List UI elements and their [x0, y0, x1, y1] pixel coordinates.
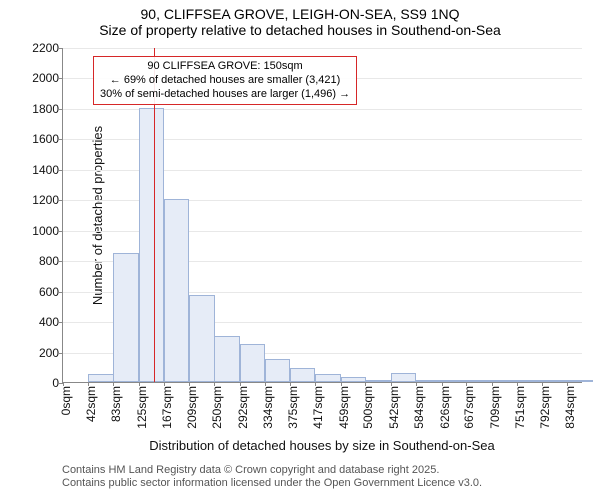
- xtick-label: 167sqm: [160, 386, 174, 429]
- xtick-label: 42sqm: [84, 386, 98, 422]
- attribution-footer: Contains HM Land Registry data © Crown c…: [62, 464, 482, 490]
- histogram-bar: [113, 253, 138, 382]
- histogram-bar: [315, 374, 340, 382]
- histogram-bar: [265, 359, 290, 382]
- x-axis-label: Distribution of detached houses by size …: [62, 438, 582, 453]
- footer-line: Contains HM Land Registry data © Crown c…: [62, 464, 482, 477]
- ytick-label: 200: [39, 346, 63, 360]
- histogram-bar: [214, 336, 239, 382]
- xtick-label: 834sqm: [563, 386, 577, 429]
- histogram-bar: [492, 380, 517, 382]
- ytick-label: 600: [39, 285, 63, 299]
- histogram-bar: [567, 380, 592, 382]
- xtick-label: 250sqm: [210, 386, 224, 429]
- xtick-label: 500sqm: [361, 386, 375, 429]
- footer-line: Contains public sector information licen…: [62, 477, 482, 490]
- xtick-label: 626sqm: [438, 386, 452, 429]
- histogram-bar: [416, 380, 441, 382]
- xtick-label: 667sqm: [462, 386, 476, 429]
- xtick-label: 709sqm: [488, 386, 502, 429]
- histogram-bar: [542, 380, 567, 382]
- xtick-label: 125sqm: [135, 386, 149, 429]
- histogram-bar: [139, 108, 164, 382]
- ytick-label: 1200: [32, 193, 63, 207]
- ytick-label: 1600: [32, 132, 63, 146]
- annotation-line: 90 CLIFFSEA GROVE: 150sqm: [100, 60, 350, 74]
- histogram-bar: [189, 295, 214, 382]
- xtick-label: 375sqm: [286, 386, 300, 429]
- histogram-bar: [391, 373, 416, 382]
- annotation-line: ← 69% of detached houses are smaller (3,…: [100, 74, 350, 88]
- histogram-bar: [341, 377, 366, 382]
- ytick-label: 2200: [32, 41, 63, 55]
- ytick-label: 800: [39, 254, 63, 268]
- ytick-label: 1000: [32, 224, 63, 238]
- xtick-label: 751sqm: [513, 386, 527, 429]
- xtick-label: 334sqm: [261, 386, 275, 429]
- xtick-label: 209sqm: [185, 386, 199, 429]
- plot-area: 0200400600800100012001400160018002000220…: [62, 48, 582, 383]
- histogram-bar: [442, 380, 467, 382]
- chart-title: 90, CLIFFSEA GROVE, LEIGH-ON-SEA, SS9 1N…: [0, 0, 600, 22]
- ytick-label: 1800: [32, 102, 63, 116]
- histogram-bar: [164, 199, 189, 382]
- xtick-label: 792sqm: [538, 386, 552, 429]
- xtick-label: 83sqm: [109, 386, 123, 422]
- ytick-label: 2000: [32, 71, 63, 85]
- ytick-label: 1400: [32, 163, 63, 177]
- histogram-bar: [290, 368, 315, 382]
- annotation-line: 30% of semi-detached houses are larger (…: [100, 88, 350, 102]
- ytick-label: 400: [39, 315, 63, 329]
- xtick-label: 584sqm: [412, 386, 426, 429]
- xtick-label: 292sqm: [236, 386, 250, 429]
- chart-subtitle: Size of property relative to detached ho…: [0, 22, 600, 42]
- annotation-box: 90 CLIFFSEA GROVE: 150sqm← 69% of detach…: [93, 56, 357, 105]
- xtick-label: 417sqm: [311, 386, 325, 429]
- histogram-bar: [240, 344, 265, 382]
- gridline: [63, 48, 582, 49]
- xtick-label: 459sqm: [337, 386, 351, 429]
- histogram-bar: [88, 374, 113, 382]
- histogram-bar: [517, 380, 542, 382]
- histogram-bar: [365, 380, 390, 382]
- histogram-bar: [466, 380, 491, 382]
- xtick-label: 542sqm: [387, 386, 401, 429]
- xtick-label: 0sqm: [59, 386, 73, 415]
- chart-container: 90, CLIFFSEA GROVE, LEIGH-ON-SEA, SS9 1N…: [0, 0, 600, 500]
